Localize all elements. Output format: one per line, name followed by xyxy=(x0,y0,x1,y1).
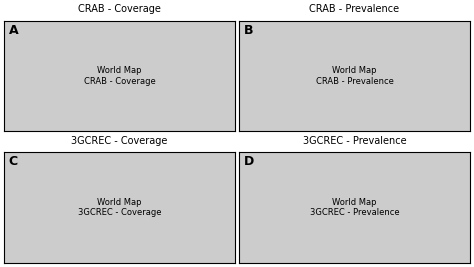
Text: World Map
3GCREC - Coverage: World Map 3GCREC - Coverage xyxy=(78,198,161,217)
Text: D: D xyxy=(244,155,254,168)
Text: C: C xyxy=(9,155,18,168)
Text: B: B xyxy=(244,24,253,37)
Title: 3GCREC - Prevalence: 3GCREC - Prevalence xyxy=(302,136,406,146)
Text: World Map
CRAB - Coverage: World Map CRAB - Coverage xyxy=(84,66,155,86)
Title: CRAB - Coverage: CRAB - Coverage xyxy=(78,4,161,14)
Title: 3GCREC - Coverage: 3GCREC - Coverage xyxy=(72,136,168,146)
Text: World Map
3GCREC - Prevalence: World Map 3GCREC - Prevalence xyxy=(310,198,399,217)
Text: A: A xyxy=(9,24,18,37)
Text: World Map
CRAB - Prevalence: World Map CRAB - Prevalence xyxy=(316,66,393,86)
Title: CRAB - Prevalence: CRAB - Prevalence xyxy=(310,4,400,14)
